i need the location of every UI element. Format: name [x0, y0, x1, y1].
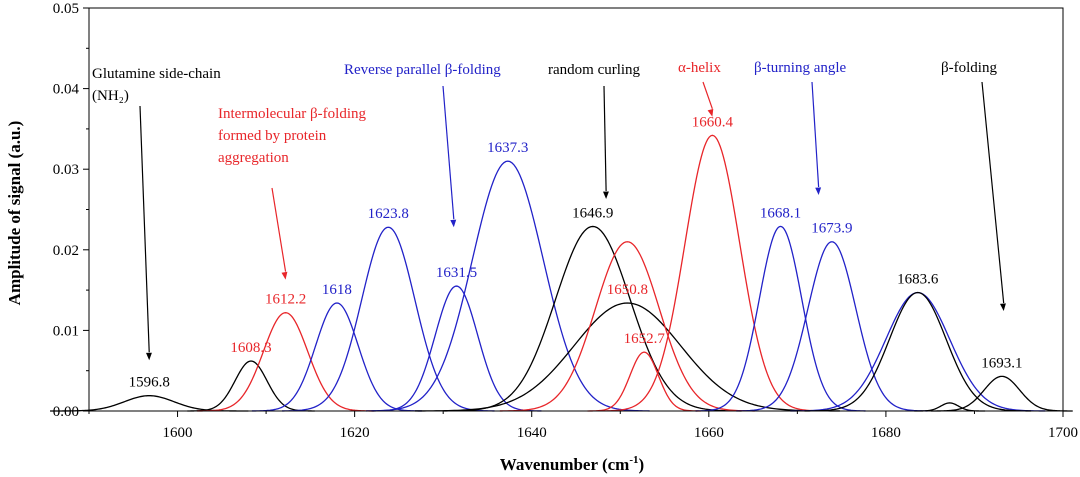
- peak-label-0: 1596.8: [129, 375, 170, 391]
- annotation-text-2: Reverse parallel β-folding: [344, 62, 501, 78]
- peak-curve-12: [695, 225, 866, 412]
- annotation-arrow-line-5: [811, 81, 820, 188]
- x-axis-title-sup: -1: [629, 454, 638, 466]
- x-axis-title: Wavenumber (cm-1): [500, 454, 644, 474]
- peak-curve-8: [414, 302, 840, 412]
- x-tick-label: 1700: [1048, 425, 1078, 441]
- annotation-arrowhead-6: [1000, 303, 1006, 312]
- y-tick-label: 0.02: [53, 243, 79, 259]
- annotation-line: random curling: [548, 62, 641, 78]
- y-tick-label: 0.04: [53, 82, 80, 98]
- annotations: Glutamine side-chain (NH₂) Intermolecular …: [92, 60, 1006, 361]
- peak-curve-5: [371, 285, 542, 412]
- annotation-line: β-folding: [941, 60, 997, 76]
- x-tick-label: 1600: [163, 425, 193, 441]
- peak-label-12: 1668.1: [760, 205, 801, 221]
- peak-curve-3: [251, 302, 422, 412]
- annotation-arrowhead-0: [146, 352, 152, 361]
- annotation-arrow-line-3: [603, 85, 607, 192]
- peak-curve-10: [499, 241, 755, 412]
- peak-curve-15: [804, 291, 1032, 412]
- annotation-arrowhead-3: [603, 191, 609, 200]
- y-tick-label: 0.01: [53, 323, 79, 339]
- annotation-text-0: Glutamine side-chain (NH₂): [92, 66, 221, 104]
- annotation-text-6: β-folding: [941, 60, 997, 76]
- annotation-text-3: random curling: [548, 62, 641, 78]
- peak-label-1: 1608.3: [230, 340, 271, 356]
- x-tick-label: 1620: [340, 425, 370, 441]
- peak-label-6: 1637.3: [487, 140, 528, 156]
- peak-curve-6: [366, 160, 650, 412]
- annotation-arrow-line-2: [442, 85, 455, 220]
- peak-curve-1: [187, 360, 315, 412]
- annotation-arrowhead-5: [815, 187, 822, 195]
- x-tick-label: 1640: [517, 425, 547, 441]
- annotation-arrowhead-2: [450, 219, 457, 228]
- peak-curve-0: [50, 395, 249, 412]
- peak-label-2: 1612.2: [265, 292, 306, 308]
- x-tick-label: 1680: [871, 425, 901, 441]
- peak-label-3: 1618: [322, 282, 352, 298]
- annotation-line: Glutamine side-chain: [92, 66, 221, 82]
- y-tick-label: 0.00: [53, 404, 79, 420]
- annotation-line: Intermolecular β-folding: [218, 106, 366, 122]
- annotation-line: α-helix: [678, 60, 721, 76]
- annotation-text-5: β-turning angle: [754, 60, 847, 76]
- peak-label-15: 1683.6: [897, 272, 939, 288]
- peak-label-11: 1660.4: [692, 114, 734, 130]
- annotation-line: Reverse parallel β-folding: [344, 62, 501, 78]
- y-tick-label: 0.03: [53, 162, 79, 178]
- annotation-arrowhead-1: [281, 271, 288, 280]
- peak-curve-16: [931, 375, 1073, 412]
- x-tick-label: 1660: [694, 425, 724, 441]
- peak-label-13: 1673.9: [811, 221, 852, 237]
- peak-curve-13: [736, 241, 928, 412]
- peak-curve-4: [282, 226, 495, 412]
- peak-label-8: 1650.8: [607, 282, 648, 298]
- peak-curve-17: [914, 402, 986, 412]
- peak-label-4: 1623.8: [368, 206, 409, 222]
- annotation-line: (NH₂): [92, 88, 129, 104]
- annotation-line: β-turning angle: [754, 60, 847, 76]
- annotation-arrow-line-4: [702, 81, 713, 110]
- peak-curve-11: [602, 134, 823, 412]
- annotation-arrow-line-0: [139, 105, 150, 353]
- annotation-arrow-line-1: [271, 187, 287, 272]
- x-axis-title-suffix: ): [639, 455, 645, 474]
- annotation-arrow-line-6: [981, 81, 1005, 304]
- annotation-arrowhead-4: [707, 108, 714, 117]
- peak-curve-9: [587, 351, 701, 412]
- peak-curve-14: [790, 291, 1046, 412]
- peak-label-9: 1652.7: [624, 331, 666, 347]
- axes: 1600 1620 1640 1660 1680 1700 0.00 0.01 0.02 0.03…: [53, 1, 1078, 441]
- peak-label-5: 1631.5: [436, 265, 477, 281]
- peak-curve-2: [197, 312, 375, 412]
- peak-label-16: 1693.1: [981, 355, 1022, 371]
- peak-label-7: 1646.9: [572, 205, 613, 221]
- peak-labels: 1596.8 1608.3 1612.2 1618 1623.8 1631.5 1637.3…: [129, 114, 1023, 390]
- y-tick-label: 0.05: [53, 1, 79, 17]
- peak-curves: [50, 134, 1073, 412]
- y-axis-title: Amplitude of signal (a.u.): [5, 121, 24, 306]
- x-axis-title-text: Wavenumber (cm: [500, 455, 630, 474]
- annotation-text-4: α-helix: [678, 60, 721, 76]
- annotation-line: aggregation: [218, 150, 289, 166]
- peak-curve-7: [444, 225, 742, 412]
- annotation-line: formed by protein: [218, 128, 327, 144]
- annotation-text-1: Intermolecular β-folding formed by protei…: [218, 106, 366, 166]
